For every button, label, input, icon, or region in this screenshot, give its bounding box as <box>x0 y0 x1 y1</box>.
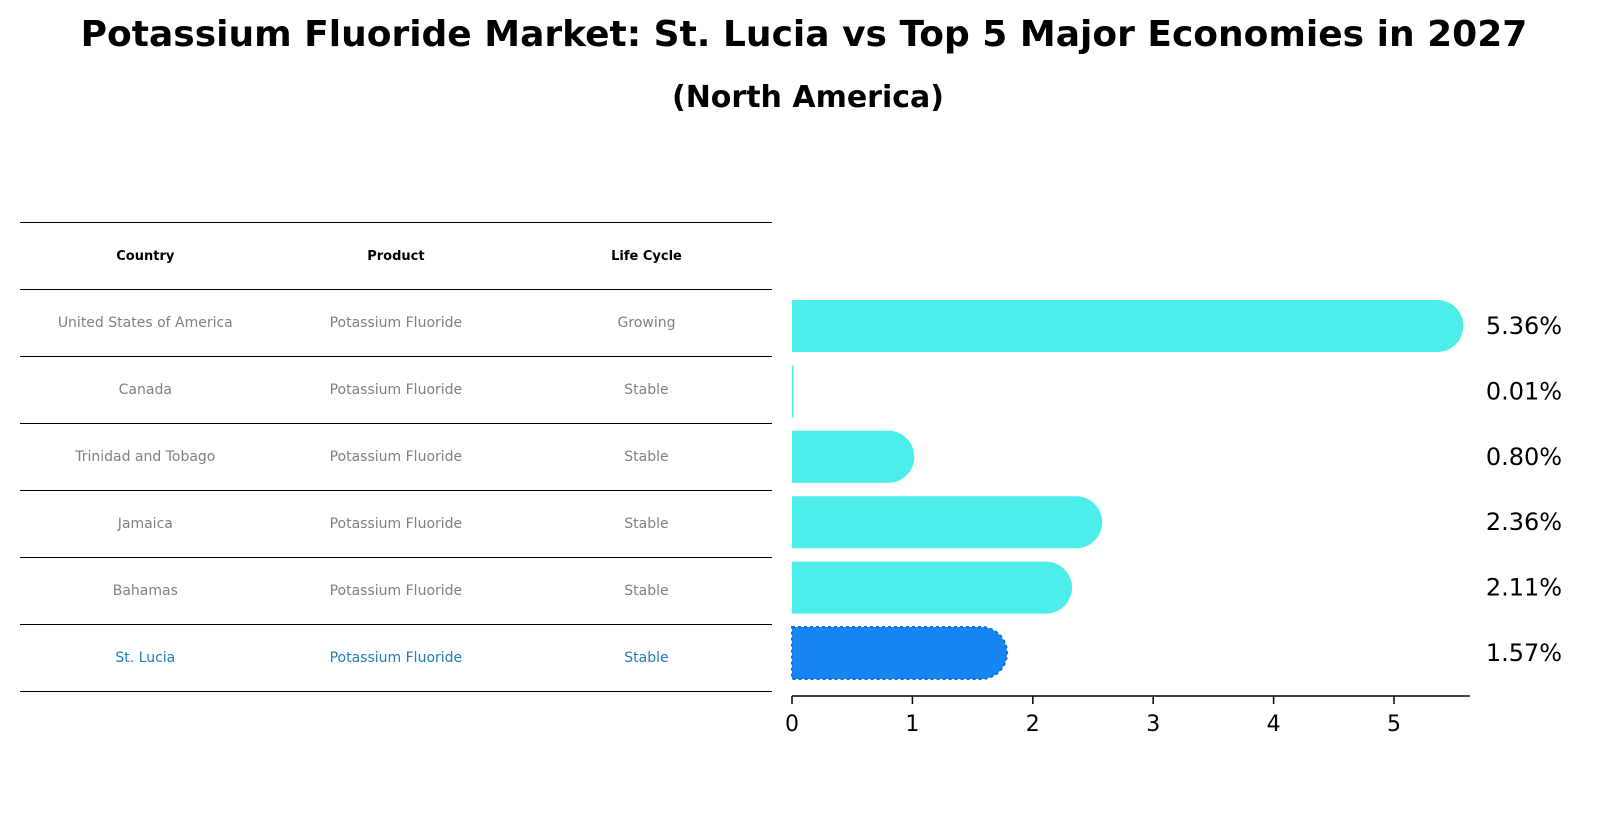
table-row-highlight: St. Lucia Potassium Fluoride Stable <box>20 624 772 692</box>
bar <box>792 365 794 418</box>
cell-product: Potassium Fluoride <box>329 516 463 532</box>
data-label: 1.57% <box>1486 639 1562 667</box>
x-tick-label: 5 <box>1387 712 1401 737</box>
data-label: 0.80% <box>1486 443 1562 471</box>
cell-country: United States of America <box>57 315 233 331</box>
header-product: Product <box>367 248 425 264</box>
bar-highlight <box>791 626 1009 680</box>
cell-product: Potassium Fluoride <box>329 583 463 599</box>
header-life-cycle: Life Cycle <box>611 248 682 264</box>
cell-country: Canada <box>118 382 172 398</box>
bar <box>792 561 1073 614</box>
country-table: Country Product Life Cycle United States… <box>20 222 772 692</box>
data-label: 2.11% <box>1486 574 1562 602</box>
data-label: 5.36% <box>1486 312 1562 340</box>
table-row: Jamaica Potassium Fluoride Stable <box>20 490 772 557</box>
x-tick-label: 1 <box>905 712 919 737</box>
bar <box>792 300 1464 352</box>
cell-country: Jamaica <box>117 516 173 532</box>
cell-life-cycle: Stable <box>624 382 669 398</box>
data-label: 2.36% <box>1486 508 1562 536</box>
table-row: Canada Potassium Fluoride Stable <box>20 356 772 423</box>
cell-country: St. Lucia <box>115 650 176 666</box>
cell-country: Trinidad and Tobago <box>75 449 216 465</box>
cell-life-cycle: Stable <box>624 650 669 666</box>
x-tick-label: 4 <box>1267 712 1281 737</box>
table-row: United States of America Potassium Fluor… <box>20 289 772 356</box>
x-tick-label: 2 <box>1026 712 1040 737</box>
cell-life-cycle: Growing <box>617 315 676 331</box>
table-header-row: Country Product Life Cycle <box>20 222 772 289</box>
cell-product: Potassium Fluoride <box>329 382 463 398</box>
table-row: Trinidad and Tobago Potassium Fluoride S… <box>20 423 772 490</box>
cell-life-cycle: Stable <box>624 583 669 599</box>
data-label: 0.01% <box>1486 377 1562 405</box>
x-tick-label: 0 <box>785 712 799 737</box>
chart-subtitle: (North America) <box>671 80 944 115</box>
cell-life-cycle: Stable <box>624 516 669 532</box>
bar <box>792 496 1103 549</box>
table-row: Bahamas Potassium Fluoride Stable <box>20 557 772 624</box>
x-tick-label: 3 <box>1146 712 1160 737</box>
chart-title: Potassium Fluoride Market: St. Lucia vs … <box>80 14 1528 55</box>
header-country: Country <box>116 248 175 264</box>
cell-product: Potassium Fluoride <box>329 315 463 331</box>
cell-product: Potassium Fluoride <box>329 650 463 666</box>
cell-life-cycle: Stable <box>624 449 669 465</box>
bar <box>792 430 915 483</box>
cell-country: Bahamas <box>112 583 178 599</box>
cell-product: Potassium Fluoride <box>329 449 463 465</box>
